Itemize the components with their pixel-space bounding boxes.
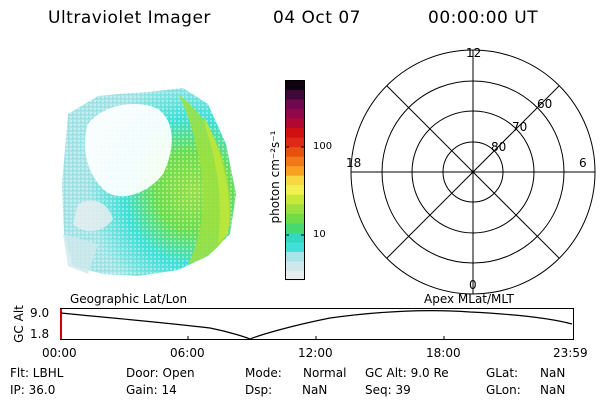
glon-value: NaN <box>540 383 566 397</box>
y-tick-top: 9.0 <box>30 306 50 320</box>
gcalt-label: GC Alt: 9.0 Re <box>365 366 449 380</box>
colorbar <box>285 80 305 281</box>
colorbar-cell <box>285 241 305 252</box>
flt-label: Flt: LBHL <box>10 366 64 380</box>
apex-label: Apex MLat/MLT <box>424 292 514 306</box>
x-tick-1200: 12:00 <box>298 346 333 360</box>
door-label: Door: Open <box>126 366 195 380</box>
ip-label: IP: 36.0 <box>10 383 56 397</box>
colorbar-cell <box>285 118 305 129</box>
colorbar-cell <box>285 270 305 281</box>
x-tick-1800: 18:00 <box>426 346 461 360</box>
polar-label-12: 12 <box>466 46 482 60</box>
x-tick-0000: 00:00 <box>42 346 77 360</box>
colorbar-cell <box>285 156 305 167</box>
gc-alt-axis-label: GC Alt <box>12 305 26 343</box>
polar-ring-80: 80 <box>491 140 507 154</box>
mode-label: Mode: <box>245 366 282 380</box>
polar-ring-70: 70 <box>512 120 528 134</box>
polar-label-18: 18 <box>346 156 362 170</box>
seq-label: Seq: 39 <box>365 383 411 397</box>
colorbar-cell <box>285 203 305 214</box>
colorbar-cell <box>285 260 305 271</box>
colorbar-cell <box>285 80 305 91</box>
colorbar-tick-100: 100 <box>313 141 333 152</box>
colorbar-cell <box>285 127 305 138</box>
glon-label: GLon: <box>486 383 521 397</box>
x-tick-0600: 06:00 <box>170 346 205 360</box>
colorbar-tick-10: 10 <box>313 229 326 240</box>
colorbar-cell <box>285 222 305 233</box>
colorbar-cell <box>285 137 305 148</box>
glat-label: GLat: <box>486 366 519 380</box>
colorbar-cell <box>285 251 305 262</box>
mode-value: Normal <box>303 366 347 380</box>
polar-grid <box>350 49 596 295</box>
colorbar-cell <box>285 213 305 224</box>
colorbar-unit-label: photon cm⁻²s⁻¹ <box>268 130 282 224</box>
polar-label-0: 0 <box>469 278 477 292</box>
geographic-label: Geographic Lat/Lon <box>70 292 188 306</box>
instrument-title: Ultraviolet Imager <box>48 8 211 28</box>
auroral-image <box>62 88 236 276</box>
colorbar-cell <box>285 184 305 195</box>
colorbar-cell <box>285 108 305 119</box>
dsp-label: Dsp: <box>245 383 273 397</box>
colorbar-cell <box>285 175 305 186</box>
colorbar-cell <box>285 146 305 157</box>
colorbar-cell <box>285 194 305 205</box>
date-label: 04 Oct 07 <box>273 8 361 28</box>
colorbar-cell <box>285 99 305 110</box>
colorbar-cell <box>285 232 305 243</box>
polar-label-6: 6 <box>579 156 587 170</box>
dsp-value: NaN <box>302 383 328 397</box>
x-tick-2359: 23:59 <box>553 346 588 360</box>
colorbar-cell <box>285 165 305 176</box>
y-tick-bottom: 1.8 <box>30 327 50 341</box>
time-label: 00:00:00 UT <box>428 8 539 28</box>
timeline-plot <box>60 308 574 340</box>
colorbar-cell <box>285 89 305 100</box>
glat-value: NaN <box>540 366 566 380</box>
polar-ring-60: 60 <box>537 97 553 111</box>
gain-label: Gain: 14 <box>126 383 177 397</box>
